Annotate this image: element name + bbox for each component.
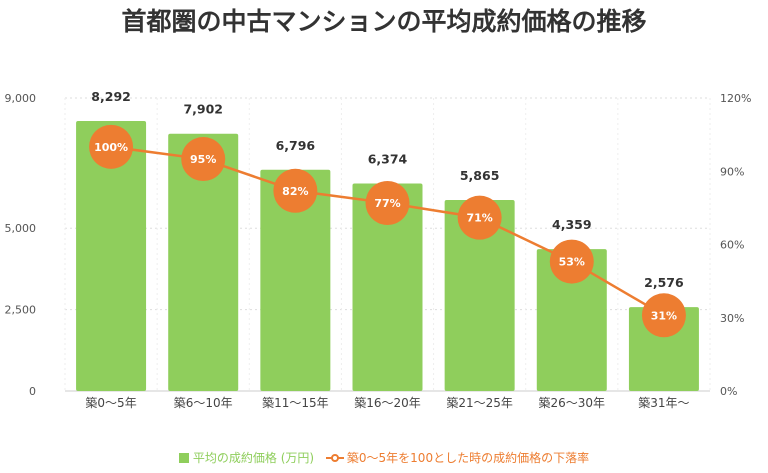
category-label: 築6〜10年 — [174, 395, 233, 410]
line-point-label: 31% — [651, 309, 677, 322]
bar-value-label: 5,865 — [460, 168, 500, 183]
bar-value-label: 2,576 — [644, 275, 684, 290]
legend-label-line: 築0〜5年を100とした時の成約価格の下落率 — [346, 451, 590, 465]
line-point — [457, 195, 502, 240]
line-point-label: 71% — [466, 212, 492, 225]
line-point — [273, 168, 318, 213]
legend-label-bar: 平均の成約価格 (万円) — [192, 451, 315, 465]
left-tick-label: 9,000 — [5, 92, 37, 105]
bar-value-label: 8,292 — [91, 89, 131, 104]
bar — [352, 183, 423, 391]
category-label: 築21〜25年 — [446, 395, 513, 410]
right-tick-label: 120% — [720, 92, 751, 105]
bar — [168, 133, 239, 391]
line-point-label: 100% — [94, 141, 128, 154]
line-point — [181, 137, 226, 182]
bar-value-label: 6,374 — [368, 151, 408, 166]
category-label: 築26〜30年 — [539, 395, 606, 410]
legend-line-marker-icon — [325, 453, 344, 462]
bar-value-label: 4,359 — [552, 217, 592, 232]
bar — [536, 249, 607, 391]
legend-item-bar: 平均の成約価格 (万円) — [178, 449, 315, 466]
line-point-label: 95% — [190, 153, 216, 166]
left-tick-label: 5,000 — [5, 222, 37, 235]
line-point — [641, 293, 686, 338]
right-tick-label: 0% — [720, 385, 737, 398]
legend-item-line: 築0〜5年を100とした時の成約価格の下落率 — [325, 449, 590, 466]
left-tick-label: 2,500 — [5, 304, 37, 317]
bar — [260, 169, 331, 391]
line-point — [549, 239, 594, 284]
line-point — [365, 180, 410, 225]
category-label: 築0〜5年 — [85, 395, 136, 410]
category-label: 築16〜20年 — [354, 395, 421, 410]
legend-swatch-bar — [178, 452, 189, 463]
legend: 平均の成約価格 (万円) 築0〜5年を100とした時の成約価格の下落率 — [0, 449, 768, 466]
category-label: 築11〜15年 — [262, 395, 329, 410]
line-point-label: 53% — [559, 256, 585, 269]
bar-value-label: 7,902 — [183, 102, 223, 117]
right-tick-label: 90% — [720, 165, 744, 178]
bar — [76, 121, 147, 392]
bar-value-label: 6,796 — [276, 138, 316, 153]
line-point — [89, 124, 134, 169]
bar — [444, 200, 515, 391]
chart-title: 首都圏の中古マンションの平均成約価格の推移 — [121, 7, 647, 36]
line-point-label: 77% — [374, 197, 400, 210]
right-tick-label: 60% — [720, 239, 744, 252]
left-tick-label: 0 — [29, 385, 36, 398]
line-point-label: 82% — [282, 185, 308, 198]
right-tick-label: 30% — [720, 312, 744, 325]
category-label: 築31年〜 — [638, 395, 689, 410]
